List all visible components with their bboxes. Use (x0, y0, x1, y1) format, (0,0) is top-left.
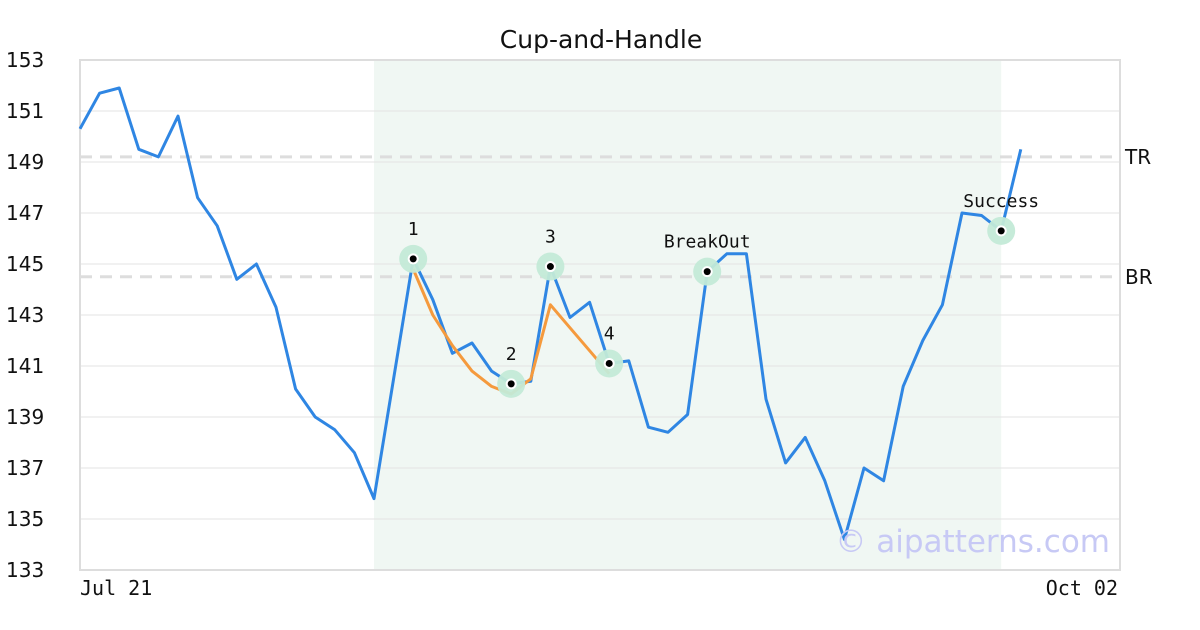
reference-label-tr: TR (1124, 145, 1151, 169)
reference-label-br: BR (1125, 265, 1153, 289)
y-tick-label: 147 (6, 201, 44, 225)
watermark: © aipatterns.com (835, 524, 1110, 560)
annotation-label: 2 (506, 344, 517, 365)
marker-dot (997, 227, 1005, 235)
marker-dot (507, 380, 515, 388)
plot-frame (79, 59, 1121, 571)
annotation-label: 3 (545, 227, 556, 248)
y-tick-label: 139 (6, 405, 44, 429)
x-tick-label: Jul 21 (80, 576, 152, 600)
y-tick-label: 141 (6, 354, 44, 378)
y-tick-label: 137 (6, 456, 44, 480)
y-tick-label: 135 (6, 507, 44, 531)
marker-dot (409, 255, 417, 263)
y-tick-label: 151 (6, 99, 44, 123)
y-tick-label: 133 (6, 558, 44, 582)
marker-dot (703, 268, 711, 276)
annotation-label: 4 (604, 323, 615, 344)
y-tick-label: 143 (6, 303, 44, 327)
annotation-label: 1 (408, 219, 419, 240)
chart-title: Cup-and-Handle (500, 25, 702, 54)
marker-dot (605, 359, 613, 367)
x-tick-label: Oct 02 (1046, 576, 1118, 600)
marker-dot (546, 263, 554, 271)
annotation-label: BreakOut (664, 232, 751, 253)
y-tick-label: 145 (6, 252, 44, 276)
annotation-label: Success (963, 191, 1039, 212)
y-tick-label: 153 (6, 48, 44, 72)
y-tick-label: 149 (6, 150, 44, 174)
